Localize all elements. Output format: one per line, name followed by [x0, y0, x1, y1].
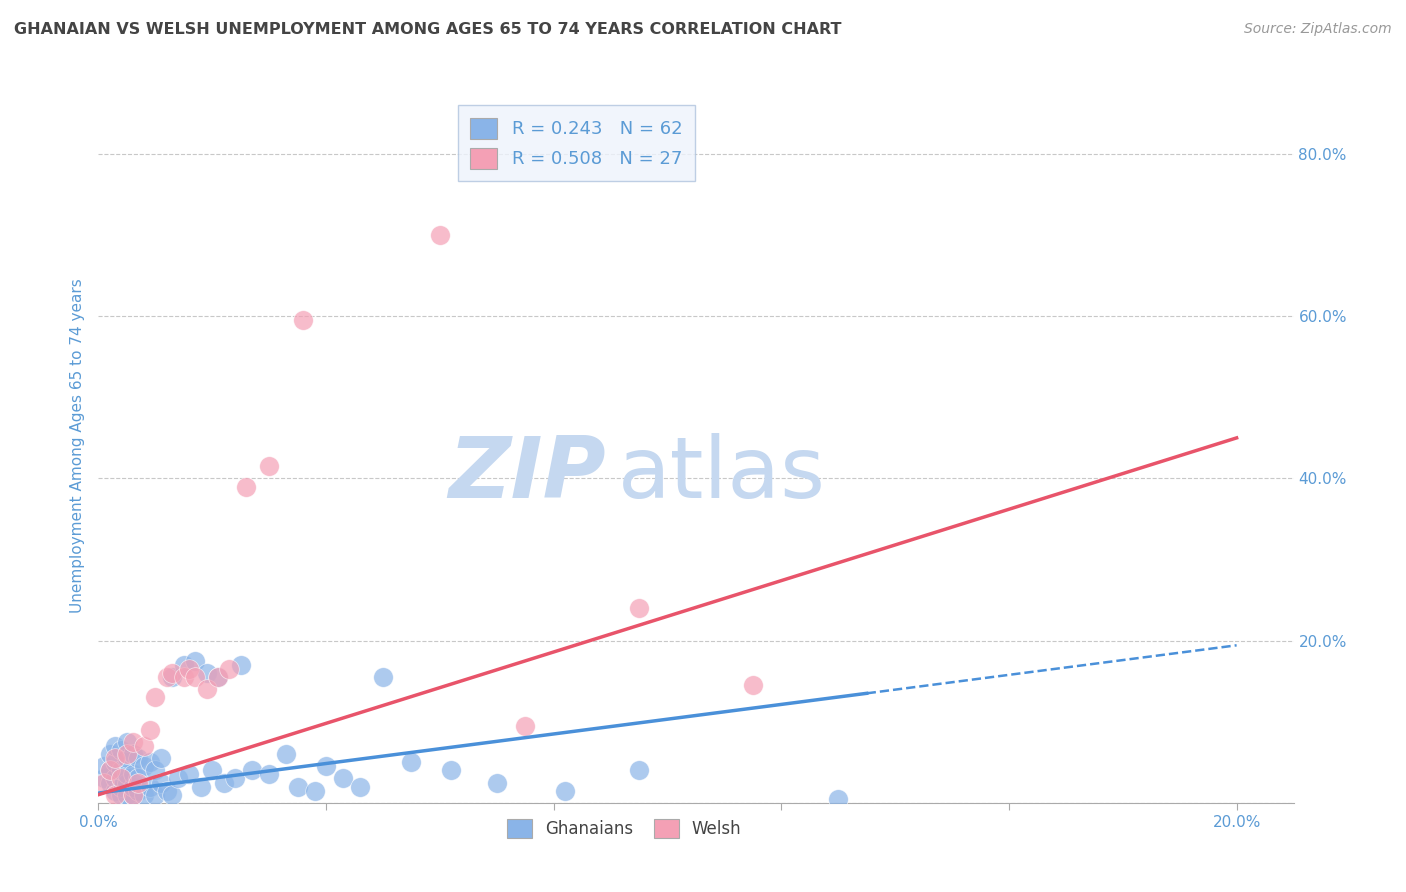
Point [224, 772, 246, 786]
Text: GHANAIAN VS WELSH UNEMPLOYMENT AMONG AGES 65 TO 74 YEARS CORRELATION CHART: GHANAIAN VS WELSH UNEMPLOYMENT AMONG AGE… [14, 22, 842, 37]
Point [257, 767, 280, 781]
Point [98, 775, 121, 789]
Point [104, 788, 127, 802]
Point [104, 783, 127, 797]
Point [143, 764, 166, 778]
Point [235, 479, 257, 493]
Point [121, 735, 143, 749]
Point [440, 764, 463, 778]
Point [143, 788, 166, 802]
Point [110, 788, 132, 802]
Point [121, 767, 143, 781]
Point [121, 747, 143, 761]
Point [132, 788, 155, 802]
Text: atlas: atlas [619, 433, 827, 516]
Point [173, 657, 195, 672]
Text: ZIP: ZIP [449, 433, 606, 516]
Point [429, 228, 451, 243]
Point [628, 764, 651, 778]
Point [104, 772, 127, 786]
Point [121, 788, 143, 802]
Point [93, 759, 115, 773]
Point [104, 739, 127, 753]
Point [173, 670, 195, 684]
Point [184, 670, 207, 684]
Point [195, 666, 218, 681]
Point [138, 756, 160, 770]
Point [184, 654, 207, 668]
Point [127, 783, 149, 797]
Point [315, 759, 337, 773]
Point [207, 670, 229, 684]
Point [127, 775, 149, 789]
Point [162, 670, 184, 684]
Y-axis label: Unemployment Among Ages 65 to 74 years: Unemployment Among Ages 65 to 74 years [69, 278, 84, 614]
Point [143, 690, 166, 705]
Point [515, 719, 537, 733]
Point [332, 772, 354, 786]
Point [98, 764, 121, 778]
Point [179, 662, 201, 676]
Point [132, 759, 155, 773]
Legend: Ghanaians, Welsh: Ghanaians, Welsh [501, 812, 748, 845]
Point [218, 662, 240, 676]
Point [150, 751, 173, 765]
Point [115, 751, 138, 765]
Point [240, 764, 263, 778]
Point [104, 751, 127, 765]
Text: Source: ZipAtlas.com: Source: ZipAtlas.com [1244, 22, 1392, 37]
Point [401, 756, 423, 770]
Point [132, 739, 155, 753]
Point [207, 670, 229, 684]
Point [138, 723, 160, 737]
Point [93, 772, 115, 786]
Point [98, 764, 121, 778]
Point [110, 764, 132, 778]
Point [127, 751, 149, 765]
Point [93, 775, 115, 789]
Point [110, 780, 132, 794]
Point [195, 682, 218, 697]
Point [276, 747, 298, 761]
Point [156, 670, 179, 684]
Point [110, 743, 132, 757]
Point [104, 756, 127, 770]
Point [121, 780, 143, 794]
Point [229, 657, 252, 672]
Point [115, 775, 138, 789]
Point [628, 601, 651, 615]
Point [110, 772, 132, 786]
Point [156, 783, 179, 797]
Point [287, 780, 309, 794]
Point [162, 666, 184, 681]
Point [827, 791, 849, 805]
Point [115, 735, 138, 749]
Point [292, 313, 315, 327]
Point [138, 780, 160, 794]
Point [115, 788, 138, 802]
Point [190, 780, 212, 794]
Point [150, 775, 173, 789]
Point [304, 783, 326, 797]
Point [115, 767, 138, 781]
Point [167, 772, 190, 786]
Point [349, 780, 371, 794]
Point [121, 788, 143, 802]
Point [162, 788, 184, 802]
Point [127, 772, 149, 786]
Point [554, 783, 576, 797]
Point [257, 459, 280, 474]
Point [98, 747, 121, 761]
Point [485, 775, 508, 789]
Point [371, 670, 394, 684]
Point [212, 775, 235, 789]
Point [179, 767, 201, 781]
Point [201, 764, 224, 778]
Point [115, 747, 138, 761]
Point [741, 678, 763, 692]
